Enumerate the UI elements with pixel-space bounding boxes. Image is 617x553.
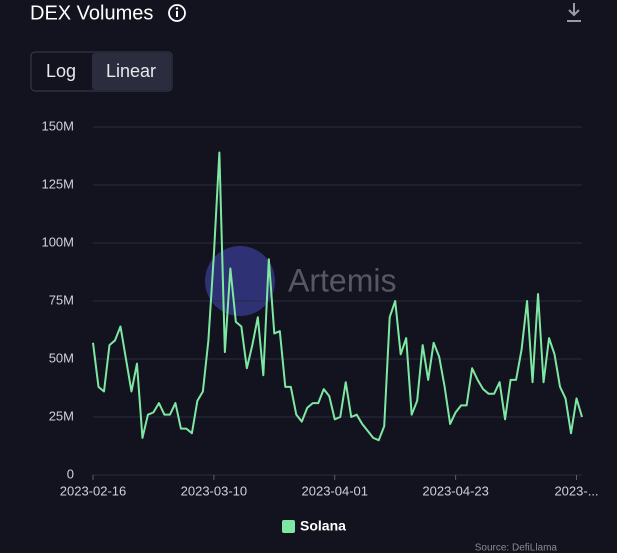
- source: Source: DefiLlama: [475, 543, 558, 553]
- y-tick-label: 100M: [41, 234, 74, 249]
- x-tick-label: 2023-02-16: [60, 483, 127, 498]
- watermark-text: Artemis: [288, 262, 396, 298]
- x-tick-label: 2023-04-23: [422, 483, 489, 498]
- y-tick-label: 150M: [41, 118, 74, 133]
- info-icon[interactable]: [168, 4, 186, 22]
- x-tick-label: 2023-04-01: [302, 483, 369, 498]
- y-tick-label: 125M: [41, 176, 74, 191]
- x-tick-label: 2023-03-10: [181, 483, 248, 498]
- x-tick-label: 2023-...: [554, 483, 598, 498]
- y-tick-label: 0: [67, 466, 74, 481]
- title: DEX Volumes: [30, 2, 153, 24]
- legend-label: Solana: [300, 518, 346, 534]
- linear-button-label[interactable]: Linear: [106, 61, 156, 81]
- linear-button[interactable]: [92, 53, 171, 90]
- y-tick-label: 50M: [49, 350, 74, 365]
- legend-swatch: [282, 520, 295, 533]
- download-icon[interactable]: [567, 3, 581, 22]
- series-line: [92, 151, 583, 442]
- y-tick-label: 25M: [49, 408, 74, 423]
- toggle-group: [30, 51, 173, 92]
- log-button-label[interactable]: Log: [46, 61, 76, 81]
- y-tick-label: 75M: [49, 292, 74, 307]
